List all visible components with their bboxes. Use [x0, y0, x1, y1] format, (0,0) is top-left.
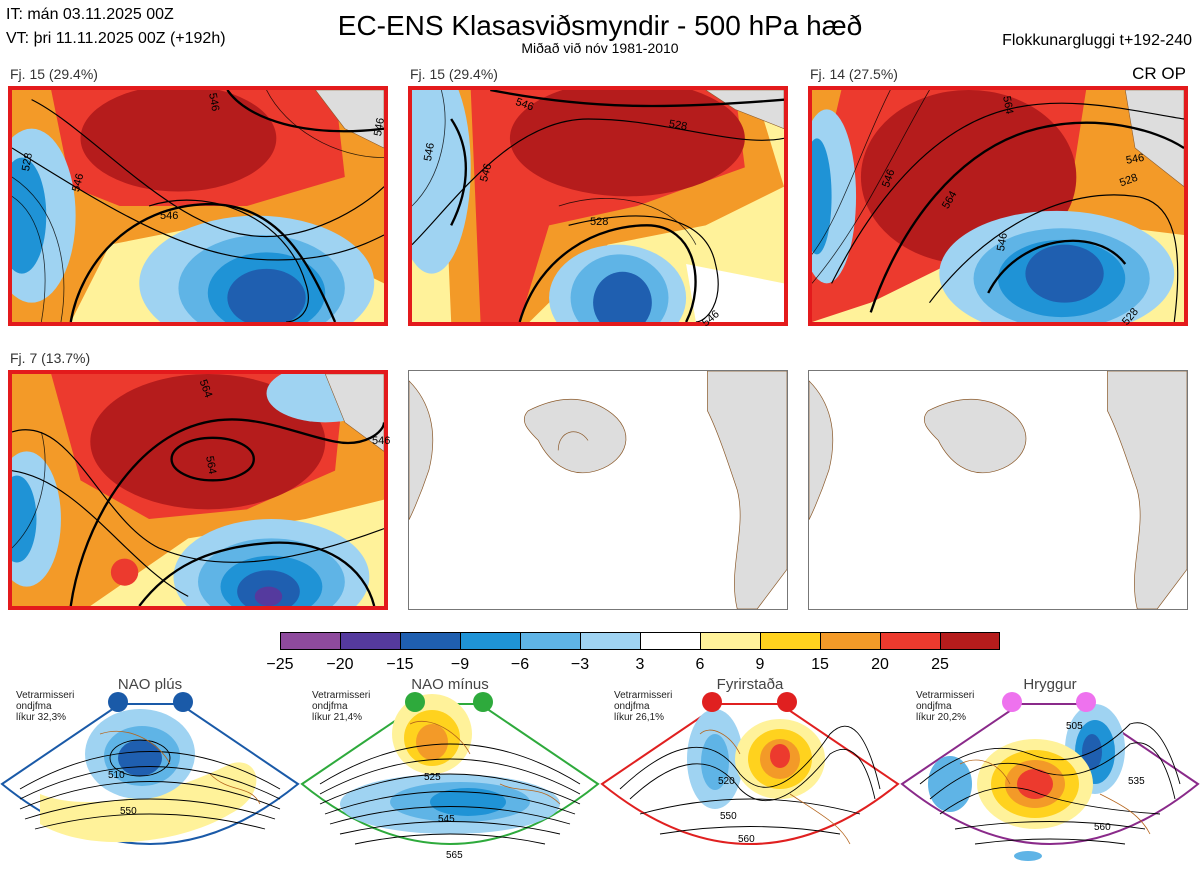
regime-nao-minus: Vetrarmisseri ondjfma líkur 21,4% NAO mí… — [300, 674, 600, 871]
regime-title: NAO plús — [117, 676, 183, 693]
regime-stat-line-3: líkur 21,4% — [312, 712, 363, 723]
regime-contour-label: 510 — [108, 770, 125, 781]
regime-dot-icon — [702, 692, 722, 712]
regime-contour-label: 565 — [446, 850, 463, 861]
cluster-map-3[interactable] — [808, 86, 1188, 326]
regime-dot-icon — [1002, 692, 1022, 712]
regime-title: Hryggur — [1023, 676, 1077, 693]
regime-contour-label: 550 — [720, 811, 737, 822]
regime-contour-label: 560 — [738, 834, 755, 845]
valid-time-label: VT: þri 11.11.2025 00Z (+192h) — [6, 30, 226, 47]
colorbar-tick-label: 20 — [871, 656, 889, 673]
cluster-map-4[interactable] — [8, 370, 388, 610]
regime-stat-line-1: Vetrarmisseri — [916, 690, 975, 701]
regime-stat-line-2: ondjfma — [16, 701, 52, 712]
colorbar-tick-label: 3 — [635, 656, 645, 673]
colorbar-tick-label: 9 — [755, 656, 765, 673]
cr-op-label: CR OP — [1132, 64, 1186, 83]
colorbar-segment — [640, 632, 700, 650]
regime-contour-label: 520 — [718, 776, 735, 787]
regime-dot-icon — [108, 692, 128, 712]
panel-label-4: Fj. 7 (13.7%) — [10, 350, 91, 366]
regime-stat-line-3: líkur 32,3% — [16, 712, 67, 723]
colorbar-tick-label: −15 — [386, 656, 414, 673]
colorbar-tick-label: −9 — [450, 656, 470, 673]
regime-stat-line-1: Vetrarmisseri — [16, 690, 75, 701]
colorbar-segment — [940, 632, 1000, 650]
regime-dot-icon — [777, 692, 797, 712]
colorbar-segment — [820, 632, 880, 650]
regime-dot-icon — [405, 692, 425, 712]
regime-dot-icon — [173, 692, 193, 712]
regime-stat-line-1: Vetrarmisseri — [312, 690, 371, 701]
initial-time-label: IT: mán 03.11.2025 00Z — [6, 6, 174, 23]
regime-contour-label: 525 — [424, 772, 441, 783]
colorbar-tick-label: 15 — [811, 656, 829, 673]
regime-title: NAO mínus — [411, 676, 489, 693]
regime-dot-icon — [1076, 692, 1096, 712]
regime-dot-icon — [473, 692, 493, 712]
cluster-map-1[interactable] — [8, 86, 388, 326]
regime-stat-line-2: ondjfma — [916, 701, 952, 712]
regime-ridge: Vetrarmisseri ondjfma líkur 20,2% Hryggu… — [900, 674, 1200, 871]
page-subtitle: Miðað við nóv 1981-2010 — [521, 40, 679, 56]
regime-stat-line-3: líkur 20,2% — [916, 712, 967, 723]
empty-map-5[interactable] — [408, 370, 788, 610]
panel-label-1: Fj. 15 (29.4%) — [10, 66, 98, 82]
colorbar-tick-label: 25 — [931, 656, 949, 673]
colorbar-segment — [760, 632, 820, 650]
empty-map-6[interactable] — [808, 370, 1188, 610]
colorbar-segment — [400, 632, 460, 650]
colorbar-segment — [880, 632, 940, 650]
regime-contour-label: 560 — [1094, 822, 1111, 833]
colorbar-segment — [700, 632, 760, 650]
regime-contour-label: 550 — [120, 806, 137, 817]
colorbar-tick-label: −25 — [266, 656, 294, 673]
colorbar-segment — [340, 632, 400, 650]
colorbar-segment — [520, 632, 580, 650]
regime-contour-label: 535 — [1128, 776, 1145, 787]
colorbar-segment — [280, 632, 340, 650]
regime-title: Fyrirstaða — [716, 676, 784, 693]
colorbar-segment — [580, 632, 640, 650]
panel-label-3: Fj. 14 (27.5%) — [810, 66, 898, 82]
colorbar-tick-label: −20 — [326, 656, 354, 673]
cluster-map-2[interactable] — [408, 86, 788, 326]
clustering-window-label: Flokkunargluggi t+192-240 — [1002, 32, 1192, 49]
regime-contour-label: 505 — [1066, 721, 1083, 732]
regime-nao-plus: Vetrarmisseri ondjfma líkur 32,3% NAO pl… — [0, 674, 300, 871]
colorbar-segment — [460, 632, 520, 650]
regime-stat-line-3: líkur 26,1% — [614, 712, 665, 723]
regime-contour-label: 545 — [438, 814, 455, 825]
regime-stat-line-2: ondjfma — [312, 701, 348, 712]
regime-stat-line-1: Vetrarmisseri — [614, 690, 673, 701]
page-title: EC-ENS Klasasviðsmyndir - 500 hPa hæð — [337, 10, 863, 41]
colorbar-tick-label: −6 — [510, 656, 530, 673]
regime-stat-line-2: ondjfma — [614, 701, 650, 712]
colorbar-tick-label: 6 — [695, 656, 705, 673]
panel-label-2: Fj. 15 (29.4%) — [410, 66, 498, 82]
colorbar-tick-label: −3 — [570, 656, 590, 673]
regime-blocking: Vetrarmisseri ondjfma líkur 26,1% Fyrirs… — [600, 674, 900, 871]
